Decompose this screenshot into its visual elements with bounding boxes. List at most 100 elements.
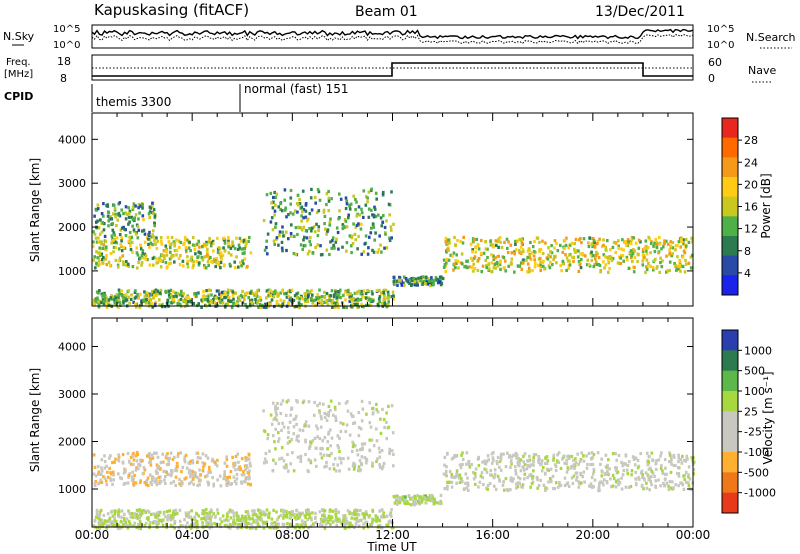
power-cell	[609, 248, 612, 252]
power-cell	[463, 265, 466, 269]
velocity-cell	[465, 486, 469, 490]
power-cell	[485, 263, 488, 268]
velocity-cell	[201, 521, 204, 525]
power-cell	[94, 299, 97, 303]
power-cell	[158, 258, 161, 262]
power-cell	[197, 241, 201, 245]
power-cell	[331, 305, 334, 309]
power-cell	[452, 251, 456, 255]
power-cell	[572, 255, 576, 259]
velocity-cell	[287, 469, 290, 473]
velocity-cell	[547, 480, 550, 484]
power-cell	[628, 251, 632, 255]
power-cell	[503, 259, 507, 263]
velocity-cell	[255, 521, 258, 525]
power-cell	[96, 207, 100, 211]
velocity-cell	[360, 462, 363, 466]
velocity-cell	[674, 483, 677, 487]
velocity-cell	[352, 414, 355, 418]
power-cell	[655, 241, 659, 245]
power-cell	[479, 251, 483, 255]
power-cell	[127, 262, 130, 266]
velocity-cell	[542, 465, 545, 470]
power-cell	[221, 301, 225, 305]
power-cell	[284, 206, 287, 210]
power-cell	[317, 295, 321, 300]
velocity-cell	[388, 513, 392, 517]
velocity-cell	[304, 420, 308, 424]
power-cell	[233, 266, 237, 270]
power-cell	[655, 266, 658, 270]
power-cell	[385, 246, 389, 250]
power-cell	[257, 298, 261, 302]
velocity-cell	[536, 478, 539, 482]
power-cell	[430, 282, 434, 286]
power-cell	[219, 253, 223, 258]
velocity-cell	[354, 444, 357, 448]
power-cell	[325, 192, 329, 196]
velocity-cell	[474, 475, 477, 479]
power-cell	[335, 226, 339, 230]
velocity-cell	[246, 466, 249, 470]
power-cell	[109, 296, 113, 300]
velocity-cell	[480, 471, 484, 475]
velocity-cell	[189, 472, 193, 477]
velocity-cell	[226, 515, 229, 519]
power-cell	[208, 240, 211, 244]
frequency-panel: Freq. [MHz] 18 8 60 0 Nave	[4, 54, 776, 85]
velocity-cell	[490, 452, 494, 456]
power-cell	[275, 236, 279, 240]
velocity-cell	[336, 434, 340, 438]
power-cell	[559, 243, 562, 247]
velocity-cell	[139, 527, 142, 531]
power-cell	[118, 256, 122, 260]
power-cell	[184, 300, 187, 304]
velocity-cell	[258, 516, 262, 520]
velocity-cell	[115, 519, 118, 523]
power-cell	[241, 259, 244, 263]
velocity-cell	[413, 503, 416, 507]
power-cell	[181, 259, 185, 263]
velocity-cell	[318, 522, 322, 526]
power-cell	[514, 248, 518, 252]
power-cell	[211, 241, 215, 245]
velocity-ylabel: Slant Range [km]	[28, 368, 42, 472]
velocity-cell	[290, 406, 294, 410]
velocity-cell	[121, 453, 125, 457]
power-cell	[658, 242, 662, 246]
velocity-cell	[325, 453, 329, 457]
velocity-cell	[510, 462, 513, 466]
velocity-cell	[214, 522, 218, 526]
power-cell	[499, 259, 502, 263]
power-cell	[97, 226, 101, 230]
velocity-cell	[359, 468, 363, 472]
power-cell	[92, 298, 96, 302]
velocity-cell	[107, 524, 111, 528]
velocity-cell	[574, 471, 578, 475]
power-cell	[359, 298, 363, 302]
power-cell	[170, 255, 173, 259]
power-cell	[323, 295, 326, 300]
velocity-cell	[108, 456, 111, 460]
power-cell	[355, 214, 359, 218]
velocity-cell	[458, 473, 462, 477]
velocity-cell	[589, 482, 593, 486]
velocity-cell	[624, 463, 627, 467]
velocity-cell	[359, 427, 363, 431]
power-cell	[398, 275, 401, 279]
power-cell	[390, 190, 393, 194]
power-cell	[121, 254, 125, 258]
velocity-cell	[109, 471, 112, 475]
velocity-cell	[256, 522, 260, 526]
velocity-cbar-tick-label: -500	[744, 466, 769, 479]
velocity-cell	[215, 464, 219, 468]
velocity-cell	[272, 417, 276, 422]
power-cell	[250, 301, 254, 305]
power-cell	[198, 245, 201, 249]
power-cell	[315, 295, 318, 300]
velocity-cell	[144, 510, 147, 514]
velocity-cbar-tick-label: 25	[744, 405, 758, 418]
power-cell	[100, 230, 104, 234]
velocity-cell	[687, 475, 690, 479]
velocity-cell	[477, 455, 480, 459]
